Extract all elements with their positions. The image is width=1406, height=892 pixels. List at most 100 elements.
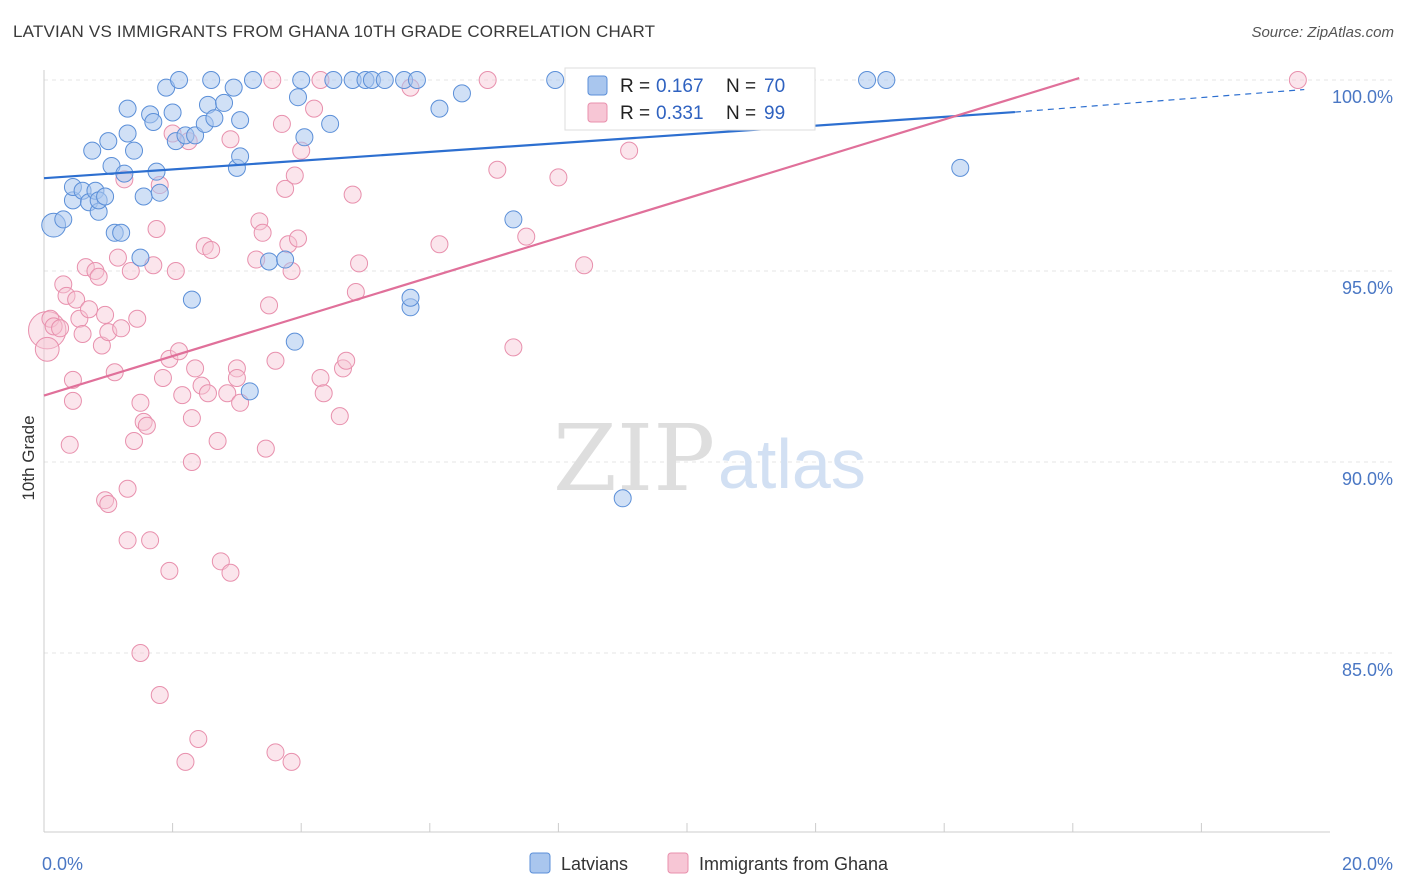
latvian-point-44 [276,250,295,269]
latvian-point-48 [295,128,314,147]
ghana-point-55 [198,384,217,403]
bottom-legend-label-ghana: Immigrants from Ghana [699,854,889,874]
latvian-point-59 [430,99,449,118]
latvian-point-24 [150,183,169,202]
latvian-point-43 [260,252,279,271]
ghana-point-49 [182,409,201,428]
latvian-point-10 [96,187,115,206]
ghana-point-10 [70,309,89,328]
ghana-point-21 [99,495,118,514]
latvian-point-14 [112,223,131,242]
latvian-point-19 [131,248,150,267]
ghana-point-46 [173,386,192,405]
ghana-point-90 [350,254,369,273]
x-tick-label-0: 0.0% [42,854,83,874]
ghana-point-68 [256,439,275,458]
ghana-point-73 [272,114,291,133]
ghana-point-87 [337,351,356,370]
ghana-point-70 [263,71,282,89]
ghana-point-9 [67,290,86,309]
latvian-points [41,71,970,508]
legend-r-value-2: 0.331 [656,103,704,124]
ghana-point-14 [80,300,99,319]
latvian-point-22 [144,113,163,132]
ghana-point-93 [478,71,497,89]
latvian-point-60 [452,84,471,103]
ghana-point-40 [153,368,172,387]
ghana-point-74 [276,179,295,198]
ghana-point-57 [208,431,227,450]
latvian-point-17 [118,99,137,118]
ghana-point-12 [60,435,79,454]
latvian-point-36 [215,93,234,112]
ghana-point-29 [125,431,144,450]
ghana-point-98 [575,256,594,275]
ghana-point-95 [504,338,523,357]
latvian-point-68 [877,71,896,89]
ghana-point-30 [128,309,147,328]
ghana-point-67 [253,223,272,242]
y-tick-label-2: 90.0% [1342,469,1393,489]
ghana-point-97 [549,168,568,187]
latvian-point-7 [83,141,102,160]
ghana-point-34 [137,416,156,435]
watermark-atlas: atlas [718,425,866,503]
ghana-point-35 [141,531,160,550]
latvian-point-58 [401,288,420,307]
latvian-point-30 [182,290,201,309]
ghana-point-72 [266,743,285,762]
y-tick-label-1: 95.0% [1342,278,1393,298]
ghana-point-99 [620,141,639,160]
ghana-trend-line [43,77,1080,397]
latvian-point-16 [118,124,137,143]
ghana-point-31 [131,393,150,412]
latvian-point-26 [163,103,182,122]
legend-n-value-2: 99 [764,103,785,124]
chart-title: LATVIAN VS IMMIGRANTS FROM GHANA 10TH GR… [13,22,656,41]
latvian-point-56 [407,71,426,89]
ghana-point-27 [118,531,137,550]
latvian-point-20 [134,187,153,206]
ghana-point-26 [118,479,137,498]
latvian-point-28 [170,71,189,89]
latvian-point-49 [321,114,340,133]
legend-swatch-latvian [587,75,608,96]
ghana-point-39 [150,686,169,705]
legend-n-label-2: N = [726,103,756,124]
legend-r-label-1: R = [620,76,650,97]
ghana-point-81 [305,99,324,118]
ghana-point-85 [330,407,349,426]
ghana-point-42 [160,561,179,580]
latvian-point-31 [186,126,205,145]
ghana-point-32 [131,644,150,662]
ghana-point-50 [182,453,201,471]
legend-r-value-1: 0.167 [656,76,704,97]
latvian-point-37 [224,78,243,97]
latvian-point-69 [951,158,970,177]
ghana-point-63 [227,368,246,387]
ghana-point-69 [260,296,279,315]
ghana-point-3 [44,317,63,336]
ghana-point-47 [176,752,195,771]
latvian-point-50 [324,71,343,89]
ghana-point-94 [488,160,507,179]
latvian-point-18 [125,141,144,160]
ghana-point-58 [211,552,230,571]
ghana-point-23 [108,248,127,267]
ghana-point-51 [186,359,205,378]
y-tick-label-0: 100.0% [1332,87,1393,107]
y-tick-labels: 100.0% 95.0% 90.0% 85.0% [1332,87,1393,680]
legend-r-label-2: R = [620,103,650,124]
ghana-point-56 [202,240,221,259]
ghana-point-7 [63,370,82,389]
ghana-point-83 [311,368,330,387]
ghana-point-60 [221,130,240,149]
legend-swatch-ghana [587,102,608,123]
ghana-point-66 [250,212,269,231]
ghana-point-92 [430,235,449,254]
ghana-point-53 [192,376,211,395]
latvian-point-46 [288,88,307,107]
legend-n-value-1: 70 [764,76,785,97]
latvian-point-47 [292,71,311,89]
